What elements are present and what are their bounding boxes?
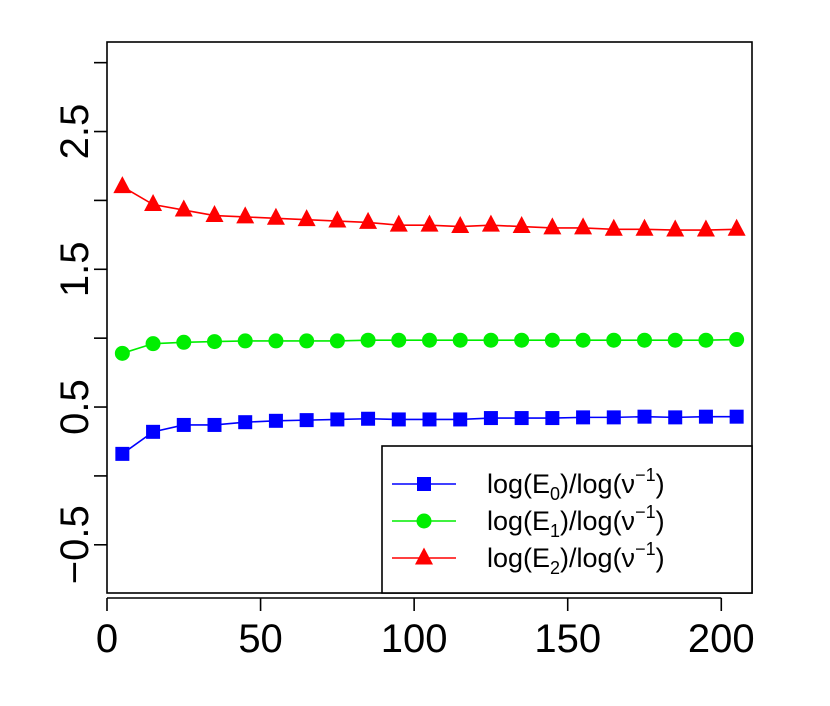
x-axis: 0 50 100 150 200: [96, 597, 755, 661]
legend: log(E0)/log(ν−1)log(E1)/log(ν−1)log(E2)/…: [381, 445, 753, 594]
legend-marker: [416, 513, 432, 529]
series-2-point: [205, 205, 224, 223]
series-0-point: [514, 411, 529, 426]
series-1-point: [299, 333, 315, 349]
series-0-point: [299, 413, 314, 428]
legend-entry-2: log(E2)/log(ν−1): [392, 539, 665, 578]
series-0-point: [606, 410, 621, 425]
legend-entry-1: log(E1)/log(ν−1): [392, 502, 665, 541]
series-2-point: [113, 176, 132, 194]
series-0-point: [268, 413, 283, 428]
series-1-point: [729, 332, 745, 348]
series-2-point: [604, 218, 623, 236]
series-0-point: [238, 415, 253, 430]
x-tick-label: 0: [96, 617, 118, 661]
legend-label: log(E2)/log(ν−1): [487, 539, 665, 578]
series-0-point: [698, 409, 713, 424]
series-1-point: [268, 333, 284, 349]
series-1-point: [237, 333, 253, 349]
series-0-point: [483, 411, 498, 426]
series-2-point: [512, 216, 531, 234]
series-1-point: [606, 332, 622, 348]
series-0-point: [576, 410, 591, 425]
x-tick-label: 200: [688, 617, 755, 661]
series-2-point: [359, 211, 378, 229]
y-tick-label: −0.5: [53, 505, 97, 584]
series-1-point: [452, 332, 468, 348]
y-tick-label: 1.5: [53, 241, 97, 297]
series-1-point: [667, 332, 683, 348]
series-2-point: [543, 217, 562, 235]
series-0-point: [176, 417, 191, 432]
series-0-point: [637, 409, 652, 424]
series-2-point: [696, 219, 715, 237]
series-1-point: [483, 332, 499, 348]
series-0-point: [361, 411, 376, 426]
series-0: [115, 409, 744, 461]
series-1-point: [145, 336, 161, 352]
series-0-point: [729, 409, 744, 424]
legend-marker: [417, 477, 431, 491]
series-2-point: [574, 217, 593, 235]
series-2-point: [389, 214, 408, 232]
series-1-point: [544, 332, 560, 348]
series-0-point: [330, 412, 345, 427]
series-1-point: [176, 334, 192, 350]
legend-box: [381, 445, 753, 594]
series-2-point: [727, 218, 746, 236]
y-tick-label: 2.5: [53, 104, 97, 160]
legend-label: log(E1)/log(ν−1): [487, 502, 665, 541]
series-0-point: [422, 412, 437, 427]
series-0-point: [391, 412, 406, 427]
series-2-point: [236, 206, 255, 224]
series-layer: [113, 176, 746, 461]
series-2-point: [266, 207, 285, 225]
series-1-point: [422, 332, 437, 348]
series-0-point: [668, 410, 683, 425]
series-2-point: [481, 214, 500, 232]
legend-label: log(E0)/log(ν−1): [487, 465, 665, 504]
series-1-point: [514, 332, 530, 348]
series-0-point: [146, 424, 161, 439]
x-tick-label: 100: [381, 617, 448, 661]
series-2-point: [144, 194, 163, 212]
series-0-point: [115, 446, 130, 461]
x-tick-label: 150: [534, 617, 601, 661]
series-2-point: [451, 216, 470, 234]
series-1-point: [637, 332, 652, 348]
legend-marker: [415, 547, 433, 565]
series-1-point: [698, 332, 714, 348]
series-2-point: [174, 199, 193, 217]
series-0-point: [453, 412, 468, 427]
y-axis: −0.5 0.5 1.5 2.5: [53, 61, 107, 584]
series-0-point: [207, 417, 222, 432]
series-1-point: [329, 333, 345, 349]
legend-entry-0: log(E0)/log(ν−1): [392, 465, 665, 504]
series-0-point: [545, 411, 560, 426]
x-tick-label: 50: [238, 617, 283, 661]
series-2-point: [328, 210, 347, 228]
series-1-point: [207, 334, 222, 350]
series-1-point: [360, 332, 376, 348]
y-tick-label: 0.5: [53, 379, 97, 435]
series-2-point: [635, 218, 654, 236]
series-2-point: [420, 214, 439, 232]
series-1-point: [391, 332, 407, 348]
series-1-point: [575, 332, 591, 348]
series-1: [114, 332, 745, 361]
series-2: [113, 176, 746, 237]
series-2-point: [297, 209, 316, 227]
series-1-point: [114, 345, 130, 361]
series-2-point: [666, 219, 685, 237]
